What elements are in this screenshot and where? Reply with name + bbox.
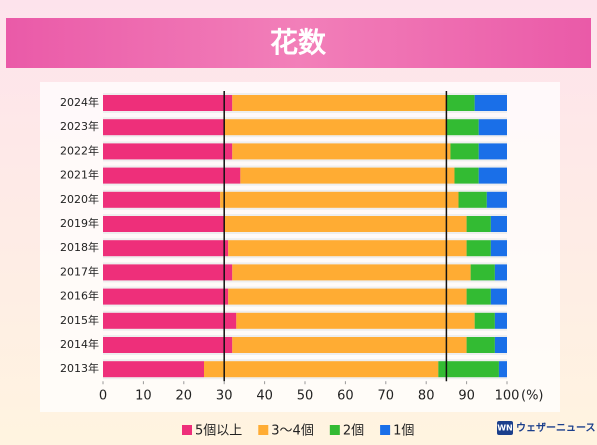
bar-segment: [103, 361, 204, 377]
chart: 花数 WN ウェザーニュース 2024年 2023年 2022年 2021年 2020年…: [0, 0, 597, 445]
bar-segment: [467, 289, 491, 305]
x-tick-label: 30: [216, 389, 233, 404]
bar-segment: [475, 95, 507, 111]
bar-segment: [479, 143, 507, 159]
bar-segment: [495, 264, 507, 280]
bar-segment: [103, 168, 240, 184]
bar-segment: [475, 313, 495, 329]
legend-label: 3～4個: [271, 424, 314, 439]
bar-segment: [495, 313, 507, 329]
bar-segment: [499, 361, 507, 377]
bar-segment: [467, 337, 495, 353]
bar-segment: [232, 95, 446, 111]
bar-segment: [491, 289, 507, 305]
bar-segment: [103, 337, 232, 353]
y-tick-label: 2013年: [60, 361, 99, 375]
bar-segment: [491, 240, 507, 256]
bar-segment: [228, 289, 466, 305]
legend-label: 1個: [393, 424, 414, 439]
x-tick-label: 80: [418, 389, 435, 404]
bar-segment: [224, 119, 446, 135]
x-tick-label: 100: [495, 389, 520, 404]
legend-swatch: [258, 425, 268, 435]
bar-segment: [103, 143, 232, 159]
bar-segment: [467, 240, 491, 256]
bar-segment: [491, 216, 507, 232]
bar-segment: [103, 119, 224, 135]
bar-segment: [103, 313, 236, 329]
bar-segment: [103, 216, 224, 232]
legend-label: 5個以上: [195, 424, 242, 439]
logo-mark: WN: [497, 424, 513, 433]
y-tick-label: 2014年: [60, 337, 99, 351]
bar-segment: [438, 361, 499, 377]
bar-segment: [232, 337, 466, 353]
x-tick-label: 40: [256, 389, 273, 404]
bar-segment: [232, 264, 470, 280]
bar-segment: [103, 192, 220, 208]
bar-segment: [220, 192, 458, 208]
bar-segment: [446, 119, 478, 135]
bar-segment: [495, 337, 507, 353]
x-tick-label: 70: [378, 389, 395, 404]
bar-segment: [240, 168, 454, 184]
bar-segment: [450, 143, 478, 159]
page: {"chart_data": {"type": "stacked-bar-hor…: [0, 0, 597, 445]
bar-segment: [487, 192, 507, 208]
bar-segment: [232, 143, 450, 159]
bar-segment: [471, 264, 495, 280]
y-tick-label: 2016年: [60, 289, 99, 303]
bar-segment: [103, 95, 232, 111]
y-tick-label: 2020年: [60, 192, 99, 206]
chart-title: 花数: [270, 26, 327, 59]
bar-segment: [479, 119, 507, 135]
y-tick-label: 2015年: [60, 313, 99, 327]
legend-swatch: [330, 425, 340, 435]
bar-segment: [204, 361, 438, 377]
bar-segment: [236, 313, 474, 329]
bar-segment: [467, 216, 491, 232]
logo: WN: [497, 421, 513, 435]
legend-swatch: [380, 425, 390, 435]
x-tick-label: 60: [337, 389, 354, 404]
y-tick-label: 2023年: [60, 119, 99, 133]
x-tick-label: 10: [135, 389, 152, 404]
x-tick-label: 0: [99, 389, 107, 404]
legend-label: 2個: [343, 424, 364, 439]
bar-segment: [103, 240, 228, 256]
x-tick-label: 90: [458, 389, 475, 404]
y-tick-label: 2024年: [60, 95, 99, 109]
y-tick-label: 2017年: [60, 264, 99, 278]
bar-segment: [454, 168, 478, 184]
x-tick-label: 50: [297, 389, 314, 404]
bar-segment: [228, 240, 466, 256]
bar-segment: [103, 289, 228, 305]
y-tick-label: 2018年: [60, 240, 99, 254]
bar-segment: [224, 216, 466, 232]
y-tick-label: 2019年: [60, 216, 99, 230]
bar-segment: [459, 192, 487, 208]
watermark: ウェザーニュース: [516, 422, 596, 434]
bar-segment: [103, 264, 232, 280]
x-tick-label: 20: [176, 389, 193, 404]
bar-segment: [446, 95, 474, 111]
y-tick-label: 2022年: [60, 143, 99, 157]
bar-segment: [479, 168, 507, 184]
x-unit: (%): [521, 389, 544, 404]
legend-swatch: [182, 425, 192, 435]
y-tick-label: 2021年: [60, 168, 99, 182]
